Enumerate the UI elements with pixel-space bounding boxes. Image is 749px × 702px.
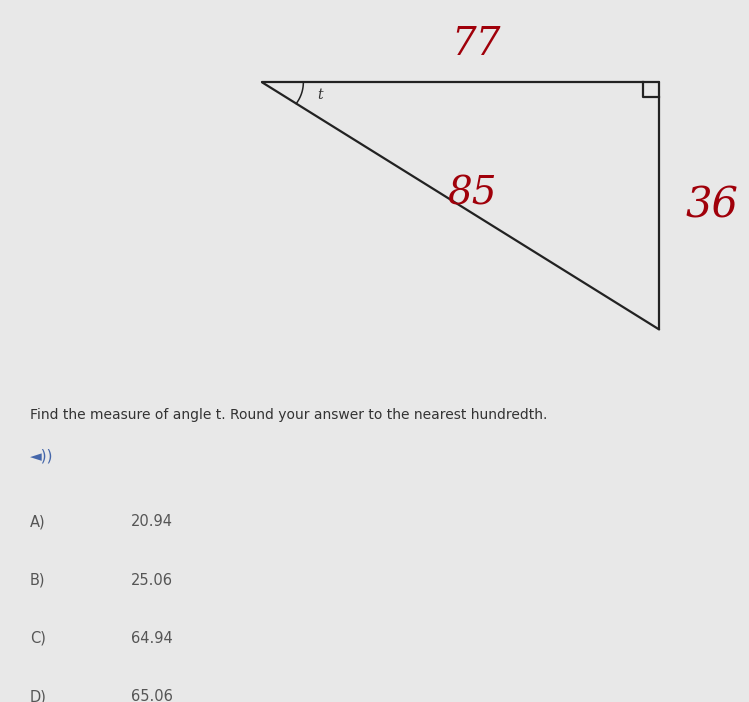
Text: D): D) xyxy=(30,689,47,702)
Text: B): B) xyxy=(30,573,46,588)
Text: 64.94: 64.94 xyxy=(131,631,173,646)
Text: 65.06: 65.06 xyxy=(131,689,173,702)
Text: 85: 85 xyxy=(447,176,497,213)
Text: 20.94: 20.94 xyxy=(131,514,173,529)
Text: Find the measure of angle t. Round your answer to the nearest hundredth.: Find the measure of angle t. Round your … xyxy=(30,409,548,423)
Text: C): C) xyxy=(30,631,46,646)
Text: t: t xyxy=(317,88,322,102)
Text: 77: 77 xyxy=(451,26,500,63)
Text: ◄)): ◄)) xyxy=(30,449,53,464)
Text: 25.06: 25.06 xyxy=(131,573,173,588)
Text: 36: 36 xyxy=(685,185,738,227)
Text: A): A) xyxy=(30,514,46,529)
